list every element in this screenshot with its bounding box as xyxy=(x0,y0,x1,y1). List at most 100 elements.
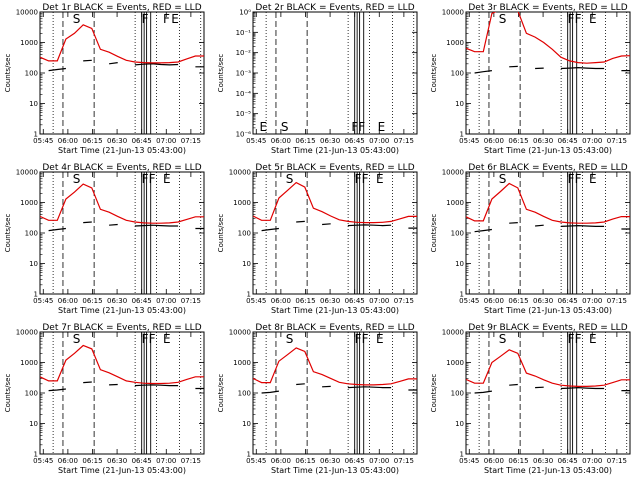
y-tick-label: 1 xyxy=(460,291,464,299)
y-tick-label: 1 xyxy=(34,131,38,139)
lld-series-line xyxy=(40,183,204,224)
x-tick-label: 05:45 xyxy=(246,137,266,145)
y-tick-label: 1000 xyxy=(446,199,464,207)
x-axis-label: Start Time (21-Jun-13 05:43:00) xyxy=(271,306,399,315)
y-tick-label: 10⁻⁵ xyxy=(236,110,252,118)
chart-title: Det 5r BLACK = Events, RED = LLD xyxy=(255,163,414,173)
x-tick-label: 06:00 xyxy=(58,297,78,305)
lld-series-line xyxy=(40,24,204,64)
x-tick-label: 05:45 xyxy=(246,297,266,305)
y-tick-label: 10⁻³ xyxy=(236,70,252,78)
y-tick-label: 10000 xyxy=(442,169,464,177)
y-axis-label: Counts/sec xyxy=(217,374,225,413)
chart-panel-1: Det 1r BLACK = Events, RED = LLD 1 10 100 10… xyxy=(4,3,205,155)
x-tick-label: 07:00 xyxy=(369,297,389,305)
event-marker: S xyxy=(73,332,81,346)
y-axis-label: Counts/sec xyxy=(4,214,12,253)
y-tick-label: 10000 xyxy=(16,329,38,337)
y-axis-label: Counts/sec xyxy=(217,54,225,93)
y-tick-label: 10⁻⁴ xyxy=(236,90,252,98)
event-marker: FF xyxy=(351,120,365,134)
y-tick-label: 1 xyxy=(247,291,251,299)
y-tick-label: 10000 xyxy=(16,169,38,177)
y-tick-label: 10000 xyxy=(229,169,251,177)
chart-panel-5: Det 5r BLACK = Events, RED = LLD 1 10 100 10… xyxy=(217,163,418,315)
event-marker: F xyxy=(142,12,149,26)
x-tick-label: 06:00 xyxy=(271,297,291,305)
chart-panel-2: Det 2r BLACK = Events, RED = LLD 10⁻⁶ 10⁻⁵… xyxy=(217,3,418,155)
lld-series-line xyxy=(40,344,204,385)
y-axis-label: Counts/sec xyxy=(430,214,438,253)
x-tick-label: 07:00 xyxy=(582,457,602,465)
y-tick-label: 1 xyxy=(34,291,38,299)
y-tick-label: 100 xyxy=(25,390,38,398)
events-series-line xyxy=(48,221,204,232)
events-series-line xyxy=(48,59,204,72)
y-axis-label: Counts/sec xyxy=(430,54,438,93)
event-marker: S xyxy=(499,332,507,346)
x-tick-label: 06:00 xyxy=(58,457,78,465)
lld-series-line xyxy=(253,347,417,386)
x-tick-label: 07:15 xyxy=(607,457,627,465)
x-tick-label: 07:15 xyxy=(181,457,201,465)
event-marker: S xyxy=(73,172,81,186)
x-axis-label: Start Time (21-Jun-13 05:43:00) xyxy=(58,466,186,475)
x-tick-label: 06:45 xyxy=(558,297,578,305)
x-axis-label: Start Time (21-Jun-13 05:43:00) xyxy=(58,146,186,155)
y-tick-label: 1 xyxy=(247,451,251,459)
y-tick-label: 10 xyxy=(455,260,464,268)
x-tick-label: 06:45 xyxy=(558,137,578,145)
x-tick-label: 06:45 xyxy=(345,457,365,465)
event-marker: F xyxy=(163,12,170,26)
x-axis-label: Start Time (21-Jun-13 05:43:00) xyxy=(271,466,399,475)
chart-panel-7: Det 7r BLACK = Events, RED = LLD 1 10 100 10… xyxy=(4,323,205,475)
y-tick-label: 1 xyxy=(460,131,464,139)
y-tick-label: 10⁰ xyxy=(239,9,251,17)
x-tick-label: 05:45 xyxy=(33,137,53,145)
x-tick-label: 06:30 xyxy=(107,297,127,305)
chart-title: Det 6r BLACK = Events, RED = LLD xyxy=(468,163,627,173)
y-tick-label: 1000 xyxy=(233,359,251,367)
x-tick-label: 06:30 xyxy=(533,137,553,145)
y-tick-label: 10 xyxy=(29,420,38,428)
event-marker: FF xyxy=(142,172,156,186)
x-tick-label: 06:15 xyxy=(82,457,102,465)
events-series-line xyxy=(474,65,630,74)
x-tick-label: 06:30 xyxy=(320,137,340,145)
x-tick-label: 06:00 xyxy=(58,137,78,145)
x-tick-label: 05:45 xyxy=(33,297,53,305)
x-tick-label: 06:00 xyxy=(484,137,504,145)
y-tick-label: 100 xyxy=(451,390,464,398)
chart-title: Det 3r BLACK = Events, RED = LLD xyxy=(468,3,627,13)
x-tick-label: 06:15 xyxy=(295,457,315,465)
event-marker: E xyxy=(589,332,597,346)
events-series-line xyxy=(261,220,417,232)
chart-panel-6: Det 6r BLACK = Events, RED = LLD 1 10 100 10… xyxy=(430,163,631,315)
y-tick-label: 10 xyxy=(29,100,38,108)
chart-title: Det 4r BLACK = Events, RED = LLD xyxy=(42,163,201,173)
x-tick-label: 06:30 xyxy=(320,457,340,465)
y-tick-label: 1000 xyxy=(20,199,38,207)
x-tick-label: 05:45 xyxy=(246,457,266,465)
x-tick-label: 05:45 xyxy=(459,297,479,305)
y-tick-label: 10 xyxy=(455,100,464,108)
x-tick-label: 06:00 xyxy=(484,457,504,465)
y-tick-label: 10000 xyxy=(442,9,464,17)
chart-title: Det 9r BLACK = Events, RED = LLD xyxy=(468,323,627,333)
chart-panel-4: Det 4r BLACK = Events, RED = LLD 1 10 100 10… xyxy=(4,163,205,315)
y-tick-label: 1000 xyxy=(20,359,38,367)
chart-title: Det 2r BLACK = Events, RED = LLD xyxy=(255,3,414,13)
x-tick-label: 07:00 xyxy=(156,297,176,305)
x-tick-label: 06:00 xyxy=(484,297,504,305)
y-tick-label: 10000 xyxy=(229,329,251,337)
x-tick-label: 06:45 xyxy=(132,137,152,145)
x-tick-label: 07:15 xyxy=(607,297,627,305)
y-tick-label: 10 xyxy=(455,420,464,428)
x-tick-label: 07:00 xyxy=(156,457,176,465)
x-tick-label: 06:45 xyxy=(132,457,152,465)
event-marker: E xyxy=(163,172,171,186)
x-tick-label: 06:45 xyxy=(132,297,152,305)
y-tick-label: 10000 xyxy=(16,9,38,17)
y-tick-label: 100 xyxy=(238,390,251,398)
